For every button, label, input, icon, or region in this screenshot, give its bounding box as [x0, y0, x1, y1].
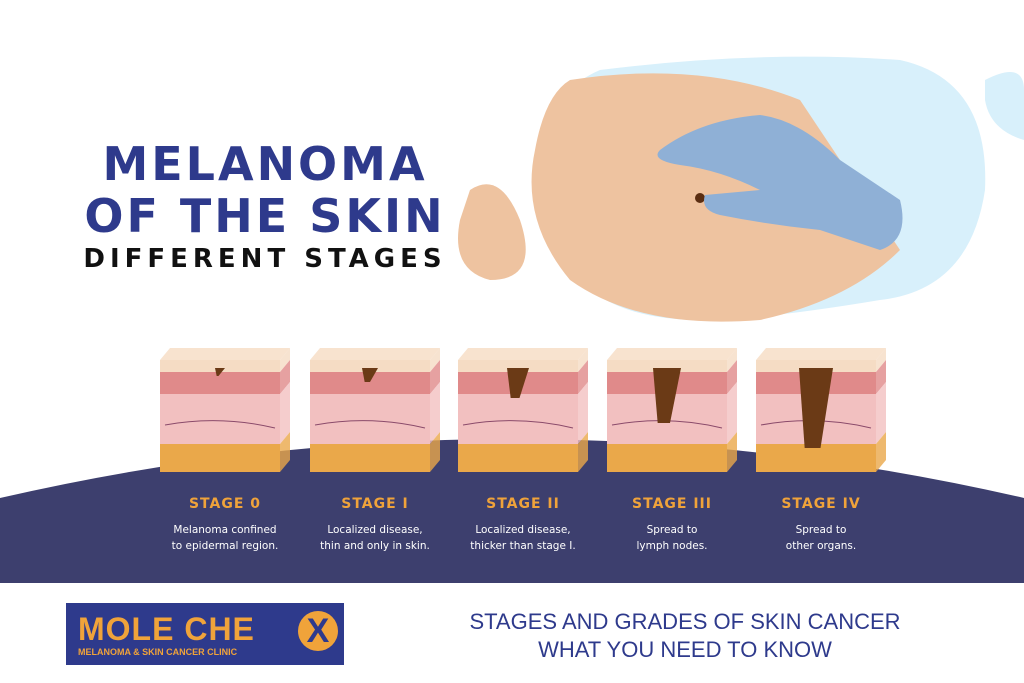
blob-decor-right [985, 72, 1024, 140]
navy-band [0, 439, 1024, 583]
stage-label: STAGE 0 [188, 496, 262, 512]
page-title: MELANOMA OF THE SKIN [60, 138, 470, 242]
stage-3: STAGE III Spread to lymph nodes. [597, 496, 747, 554]
stage-label: STAGE I [341, 496, 409, 512]
melanoma-lesion [507, 368, 529, 398]
footer-line2: WHAT YOU NEED TO KNOW [538, 637, 832, 662]
skin-block-3 [607, 348, 737, 472]
stage-1: STAGE I Localized disease, thin and only i… [300, 496, 450, 554]
melanoma-lesion [799, 368, 833, 448]
melanoma-lesion [215, 368, 225, 376]
stage-label: STAGE IV [781, 496, 861, 512]
melanoma-lesion [653, 368, 681, 423]
blob-decor [458, 184, 526, 280]
stage-4: STAGE IV Spread to other organs. [746, 496, 896, 554]
stage-description: Localized disease, thin and only in skin. [320, 524, 430, 552]
stage-label: STAGE III [632, 496, 712, 512]
page-subtitle: DIFFERENT STAGES [83, 244, 447, 274]
title-line2: OF THE SKIN [84, 189, 446, 243]
stage-description: Melanoma confined to epidermal region. [171, 524, 279, 552]
melanoma-lesion [362, 368, 378, 382]
stage-0: STAGE 0 Melanoma confined to epidermal reg… [150, 496, 300, 554]
mole-chex-logo: MOLE CHE X MELANOMA & SKIN CANCER CLINIC [66, 603, 344, 665]
logo-name: MOLE CHE [78, 611, 255, 647]
stage-description: Localized disease, thicker than stage I. [470, 524, 576, 552]
skin-block-4 [756, 348, 886, 472]
footer-headline: STAGES AND GRADES OF SKIN CANCER WHAT YOU… [420, 608, 950, 664]
title-line1: MELANOMA [102, 137, 428, 191]
stage-2: STAGE II Localized disease, thicker than s… [448, 496, 598, 554]
footer-line1: STAGES AND GRADES OF SKIN CANCER [469, 609, 901, 634]
logo-x-mark: X [298, 611, 338, 651]
skin-block-2 [458, 348, 588, 472]
glove-icon [657, 115, 903, 250]
skin-block-0 [160, 348, 290, 472]
stage-description: Spread to lymph nodes. [636, 524, 708, 552]
stage-description: Spread to other organs. [785, 524, 857, 552]
skin-block-1 [310, 348, 440, 472]
mole [695, 193, 705, 203]
stage-label: STAGE II [486, 496, 560, 512]
logo-tagline: MELANOMA & SKIN CANCER CLINIC [78, 647, 238, 657]
